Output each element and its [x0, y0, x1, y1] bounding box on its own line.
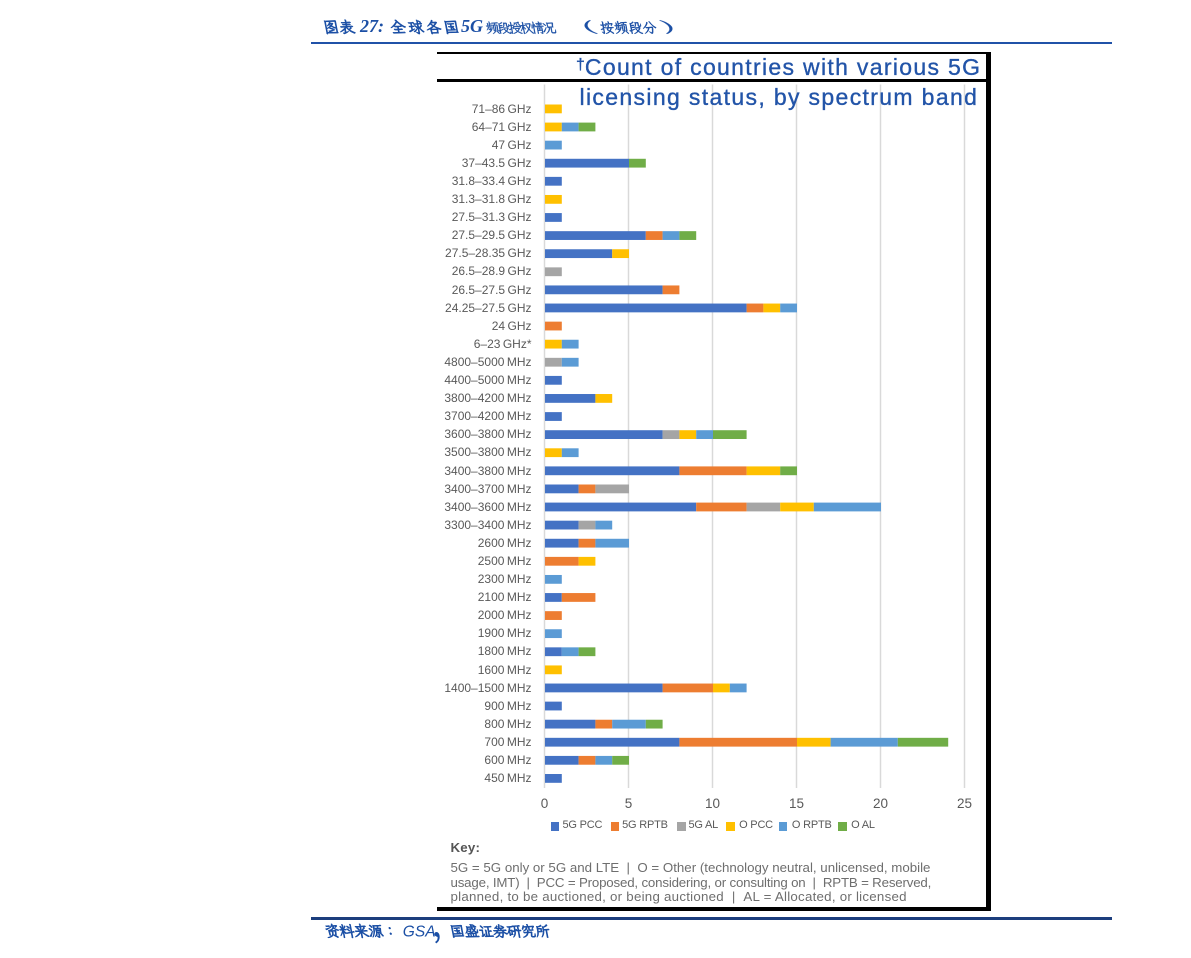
svg-text:27:: 27: — [359, 16, 384, 36]
svg-text:GSA: GSA — [403, 923, 436, 940]
svg-text:5G: 5G — [461, 16, 483, 36]
